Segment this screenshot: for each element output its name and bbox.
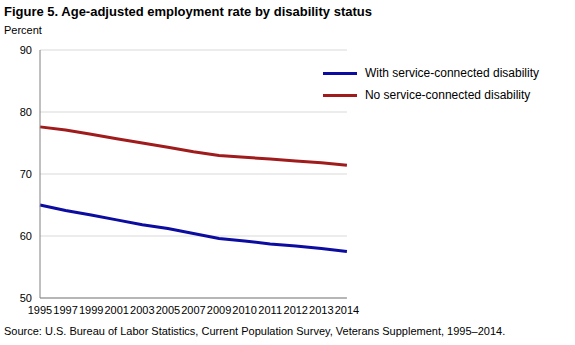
svg-text:2010: 2010 [232, 304, 256, 316]
html-text:Figure 5. Age-adjusted employm: Figure 5. Age-adjusted employment rate b… [4, 4, 372, 19]
svg-text:90: 90 [20, 44, 32, 56]
svg-text:2001: 2001 [104, 304, 128, 316]
html-text:No service-connected disabilit: No service-connected disability [364, 88, 531, 102]
svg-text:70: 70 [20, 168, 32, 180]
svg-text:80: 80 [20, 106, 32, 118]
svg-text:2007: 2007 [181, 304, 205, 316]
svg-text:2013: 2013 [309, 304, 333, 316]
svg-text:2014: 2014 [335, 304, 359, 316]
svg-text:2012: 2012 [284, 304, 308, 316]
svg-text:2003: 2003 [130, 304, 154, 316]
html-text:Source: U.S. Bureau of Labor S: Source: U.S. Bureau of Labor Statistics,… [4, 325, 506, 337]
svg-text:1999: 1999 [79, 304, 103, 316]
svg-text:2009: 2009 [207, 304, 231, 316]
svg-text:1995: 1995 [28, 304, 52, 316]
svg-text:2005: 2005 [156, 304, 180, 316]
svg-text:1997: 1997 [53, 304, 77, 316]
svg-text:60: 60 [20, 230, 32, 242]
html-text:Percent: Percent [4, 24, 42, 36]
svg-text:50: 50 [20, 292, 32, 304]
svg-text:2011: 2011 [258, 304, 282, 316]
html-text:With service-connected disabil: With service-connected disability [364, 66, 539, 80]
